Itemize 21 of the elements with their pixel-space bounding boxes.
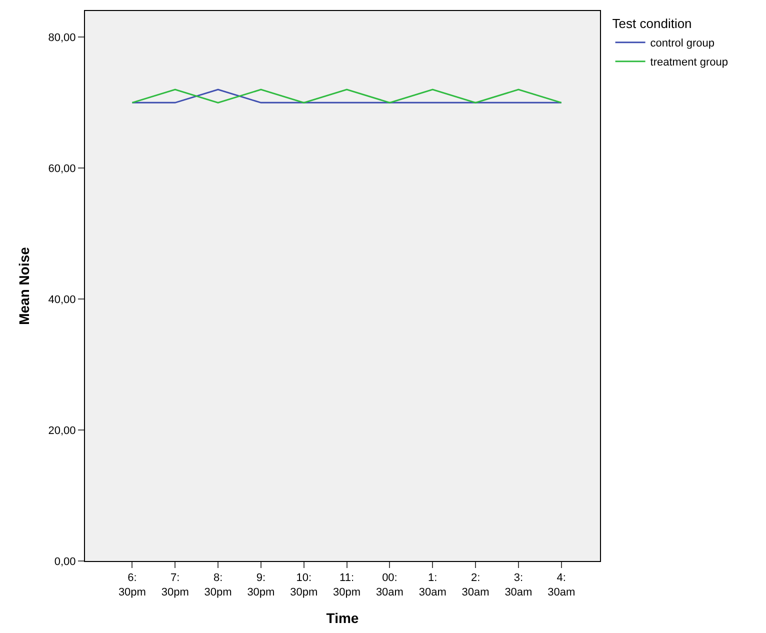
y-axis-title: Mean Noise bbox=[16, 246, 32, 325]
x-axis-title: Time bbox=[326, 610, 359, 626]
x-tick-label: 7: 30pm bbox=[161, 572, 189, 598]
legend-label: treatment group bbox=[650, 56, 728, 69]
x-tick-label: 2: 30am bbox=[462, 572, 490, 598]
x-tick-label: 3: 30am bbox=[504, 572, 532, 598]
y-tick-label: 0,00 bbox=[54, 556, 76, 568]
x-tick-label: 11: 30pm bbox=[333, 572, 361, 598]
legend-title: Test condition bbox=[612, 16, 692, 31]
x-tick-label: 6: 30pm bbox=[118, 572, 146, 598]
x-tick-label: 00: 30am bbox=[376, 572, 404, 598]
x-tick-label: 1: 30am bbox=[418, 572, 446, 598]
x-tick-label: 9: 30pm bbox=[247, 572, 275, 598]
x-tick-label: 10: 30pm bbox=[290, 572, 318, 598]
y-tick-label: 60,00 bbox=[48, 162, 76, 175]
legend-label: control group bbox=[650, 38, 715, 50]
x-tick-label: 8: 30pm bbox=[204, 572, 232, 598]
y-tick-label: 40,00 bbox=[48, 294, 76, 306]
y-tick-label: 20,00 bbox=[48, 424, 76, 437]
y-tick-label: 80,00 bbox=[48, 32, 76, 44]
x-tick-label: 4: 30am bbox=[548, 572, 576, 598]
